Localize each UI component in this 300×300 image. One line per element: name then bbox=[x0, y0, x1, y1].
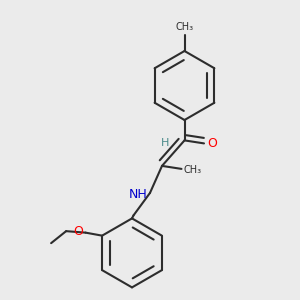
Text: O: O bbox=[73, 225, 83, 238]
Text: NH: NH bbox=[128, 188, 147, 201]
Text: O: O bbox=[208, 137, 218, 150]
Text: CH₃: CH₃ bbox=[183, 165, 201, 176]
Text: CH₃: CH₃ bbox=[176, 22, 194, 32]
Text: H: H bbox=[161, 137, 170, 148]
